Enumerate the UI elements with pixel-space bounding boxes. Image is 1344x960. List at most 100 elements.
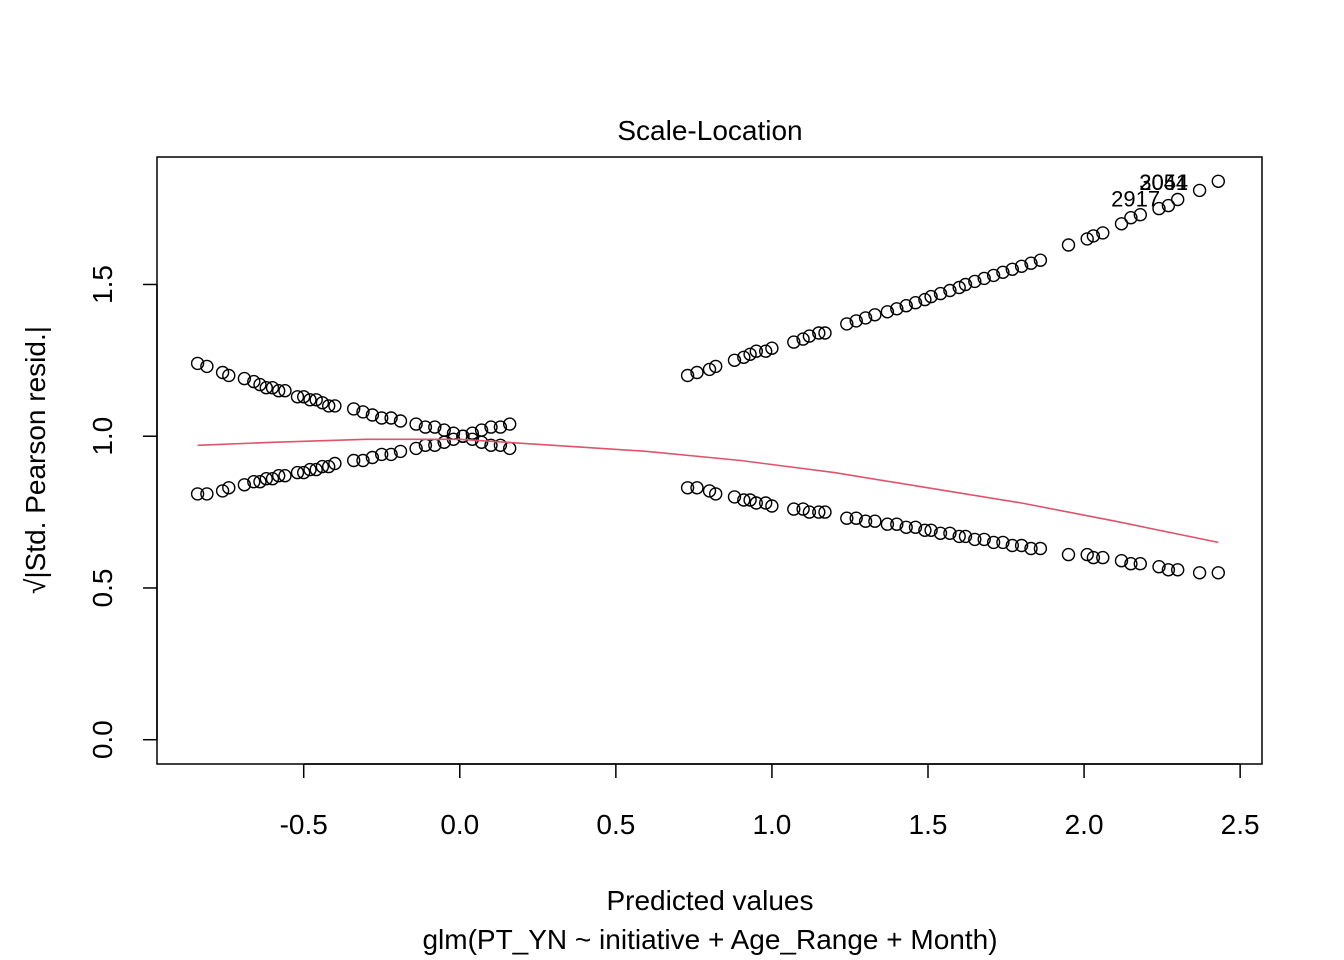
data-point	[749, 496, 763, 510]
data-point	[943, 283, 957, 298]
y-tick-label: 1.5	[87, 265, 118, 304]
data-point	[924, 289, 938, 304]
data-point	[418, 420, 433, 434]
data-point	[1133, 207, 1148, 222]
data-point	[890, 517, 904, 531]
data-point	[1124, 210, 1138, 225]
data-point	[247, 475, 261, 489]
data-point	[484, 420, 498, 434]
data-point	[200, 487, 214, 501]
data-point	[297, 465, 311, 480]
data-point	[680, 481, 695, 495]
data-point	[958, 277, 973, 292]
data-point	[743, 493, 757, 507]
data-point	[802, 505, 817, 519]
data-point	[849, 314, 863, 328]
x-tick-label: 0.5	[596, 809, 635, 840]
data-point	[743, 347, 757, 361]
data-point	[1096, 550, 1110, 565]
data-point	[787, 502, 801, 516]
x-tick-label: 1.5	[909, 809, 948, 840]
data-point	[384, 447, 398, 462]
data-point	[880, 305, 895, 319]
data-point	[1170, 563, 1185, 577]
data-point	[924, 523, 938, 537]
data-point	[968, 532, 982, 547]
data-point	[787, 335, 801, 349]
x-tick-label: 0.0	[440, 809, 479, 840]
data-point	[765, 341, 779, 355]
data-point	[428, 420, 442, 434]
y-tick-label: 0.0	[87, 720, 118, 759]
data-point	[958, 529, 973, 544]
data-point	[996, 535, 1010, 550]
data-point	[1211, 174, 1226, 189]
data-point	[709, 359, 723, 374]
data-point	[272, 384, 286, 398]
data-point	[493, 420, 508, 434]
data-point	[190, 356, 205, 371]
data-point	[1211, 566, 1226, 580]
data-point	[933, 286, 948, 301]
data-point	[840, 511, 854, 525]
outlier-label: 3041	[1139, 170, 1188, 195]
data-point	[215, 365, 230, 380]
data-point	[456, 429, 470, 443]
data-point	[328, 456, 342, 471]
model-formula-subtitle: glm(PT_YN ~ initiative + Age_Range + Mon…	[422, 924, 997, 955]
data-point	[690, 365, 704, 380]
data-point	[365, 408, 380, 422]
data-point	[1152, 560, 1166, 574]
data-point	[737, 350, 751, 364]
data-point	[933, 526, 948, 540]
data-point	[265, 381, 280, 395]
data-point	[347, 402, 361, 416]
data-point	[200, 359, 214, 374]
data-point	[812, 326, 826, 340]
data-point	[880, 517, 895, 531]
data-point	[818, 505, 832, 519]
data-point	[247, 374, 261, 389]
x-tick-label: 2.0	[1065, 809, 1104, 840]
data-point	[272, 469, 286, 483]
data-point	[986, 535, 1001, 550]
data-point	[818, 326, 832, 340]
data-point	[1061, 547, 1076, 562]
x-tick-label: 1.0	[752, 809, 791, 840]
x-axis: -0.5 0.0 0.5 1.0 1.5 2.0 2.5	[280, 763, 1260, 840]
data-point	[1086, 229, 1101, 243]
data-point	[484, 438, 498, 452]
data-point	[1024, 256, 1038, 270]
data-point	[709, 487, 723, 501]
data-point	[727, 353, 742, 367]
data-point	[943, 526, 957, 540]
data-point	[868, 308, 882, 322]
data-point	[849, 511, 863, 525]
data-point	[365, 450, 380, 465]
data-point	[356, 453, 370, 468]
data-point	[1114, 217, 1129, 231]
data-point	[465, 426, 479, 440]
data-point	[1124, 557, 1138, 571]
data-point	[1080, 232, 1094, 246]
data-point	[278, 469, 292, 483]
data-point	[393, 414, 408, 428]
data-point	[858, 311, 873, 325]
data-point	[309, 462, 323, 477]
data-point	[222, 481, 236, 495]
data-point	[796, 332, 810, 346]
data-point	[1133, 557, 1148, 571]
data-point	[1192, 183, 1207, 198]
data-point	[908, 296, 923, 310]
data-point	[1161, 198, 1176, 213]
data-point	[215, 484, 230, 498]
smooth-line	[197, 438, 1219, 544]
x-tick-label: -0.5	[280, 809, 328, 840]
y-tick-label: 0.5	[87, 569, 118, 608]
data-point	[1086, 550, 1101, 565]
data-point	[749, 344, 763, 358]
smooth-layer	[197, 438, 1219, 544]
data-point	[1033, 253, 1048, 267]
